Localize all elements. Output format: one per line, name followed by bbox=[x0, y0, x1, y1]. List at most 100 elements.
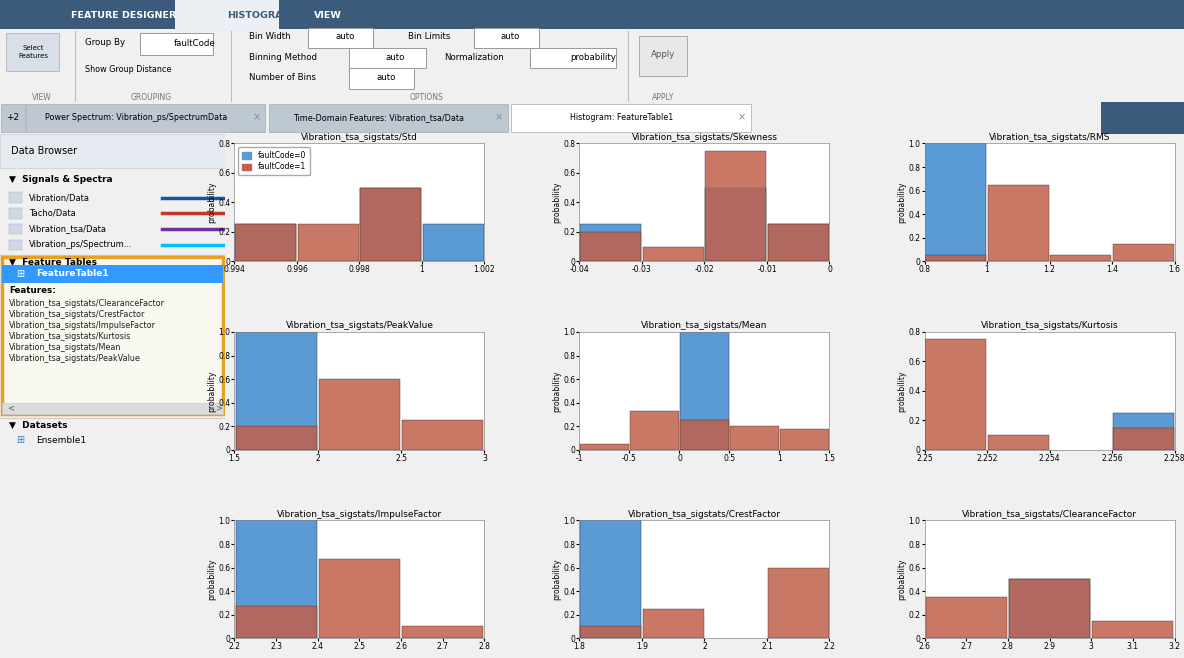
Text: auto: auto bbox=[377, 73, 395, 82]
Bar bbox=[1113, 413, 1173, 450]
Bar bbox=[768, 224, 829, 261]
Bar bbox=[2, 265, 223, 282]
Bar bbox=[403, 420, 483, 450]
Bar bbox=[0, 134, 225, 168]
Bar bbox=[175, 0, 279, 30]
Text: ×: × bbox=[252, 112, 260, 122]
Text: +2: +2 bbox=[6, 113, 20, 122]
Bar bbox=[26, 103, 265, 132]
Text: Select
Features: Select Features bbox=[18, 45, 49, 59]
Bar bbox=[1113, 243, 1173, 261]
Text: Vibration_tsa_sigstats/ClearanceFactor: Vibration_tsa_sigstats/ClearanceFactor bbox=[9, 299, 165, 308]
Title: Vibration_tsa_sigstats/Std: Vibration_tsa_sigstats/Std bbox=[301, 133, 418, 142]
Bar bbox=[1009, 579, 1090, 638]
Text: >: > bbox=[214, 404, 221, 413]
Text: Group By: Group By bbox=[85, 38, 126, 47]
Text: ⊞: ⊞ bbox=[15, 436, 24, 445]
Bar bbox=[236, 332, 316, 450]
Text: Ensemble1: Ensemble1 bbox=[36, 436, 86, 445]
Bar bbox=[511, 103, 751, 132]
Bar bbox=[269, 103, 508, 132]
Title: Vibration_tsa_sigstats/ClearanceFactor: Vibration_tsa_sigstats/ClearanceFactor bbox=[963, 510, 1137, 519]
Text: Power Spectrum: Vibration_ps/SpectrumData: Power Spectrum: Vibration_ps/SpectrumDat… bbox=[45, 113, 227, 122]
Text: Tacho/Data: Tacho/Data bbox=[30, 209, 76, 218]
Bar bbox=[643, 247, 703, 261]
Bar bbox=[6, 33, 59, 72]
Bar bbox=[706, 151, 766, 261]
Bar bbox=[236, 520, 316, 638]
Title: Vibration_tsa_sigstats/Skewness: Vibration_tsa_sigstats/Skewness bbox=[631, 133, 778, 142]
Title: Vibration_tsa_sigstats/Kurtosis: Vibration_tsa_sigstats/Kurtosis bbox=[980, 322, 1119, 330]
Text: ⊞: ⊞ bbox=[15, 268, 24, 278]
Bar bbox=[474, 28, 539, 48]
Bar bbox=[2, 403, 223, 414]
Title: Vibration_tsa_sigstats/ImpulseFactor: Vibration_tsa_sigstats/ImpulseFactor bbox=[277, 510, 442, 519]
Text: Histogram: FeatureTable1: Histogram: FeatureTable1 bbox=[570, 113, 674, 122]
Text: VIEW: VIEW bbox=[314, 11, 342, 20]
Text: FEATURE DESIGNER: FEATURE DESIGNER bbox=[71, 11, 176, 20]
Bar bbox=[140, 33, 213, 55]
Bar bbox=[926, 143, 986, 261]
Text: Bin Width: Bin Width bbox=[249, 32, 290, 41]
Bar bbox=[630, 411, 678, 450]
Bar bbox=[1101, 102, 1184, 134]
Bar bbox=[768, 224, 829, 261]
Text: Apply: Apply bbox=[651, 49, 675, 59]
Bar bbox=[706, 188, 766, 261]
Bar bbox=[768, 568, 829, 638]
Bar bbox=[987, 185, 1049, 261]
Text: VIEW: VIEW bbox=[32, 93, 51, 103]
Bar bbox=[349, 68, 414, 89]
Bar bbox=[926, 597, 1006, 638]
Text: <: < bbox=[7, 404, 14, 413]
Text: Data Browser: Data Browser bbox=[12, 146, 77, 156]
Text: Bin Limits: Bin Limits bbox=[408, 32, 451, 41]
Y-axis label: probability: probability bbox=[897, 370, 906, 412]
Bar bbox=[580, 520, 641, 638]
Y-axis label: probability: probability bbox=[897, 559, 906, 600]
Text: Time-Domain Features: Vibration_tsa/Data: Time-Domain Features: Vibration_tsa/Data bbox=[294, 113, 464, 122]
Bar bbox=[360, 188, 422, 261]
Text: auto: auto bbox=[386, 53, 405, 62]
Text: GROUPING: GROUPING bbox=[131, 93, 172, 103]
Text: Number of Bins: Number of Bins bbox=[249, 73, 316, 82]
Bar bbox=[681, 420, 728, 450]
Bar bbox=[926, 340, 986, 450]
Bar bbox=[580, 626, 641, 638]
Bar bbox=[349, 48, 426, 68]
Title: Vibration_tsa_sigstats/PeakValue: Vibration_tsa_sigstats/PeakValue bbox=[285, 322, 433, 330]
Bar bbox=[236, 224, 296, 261]
Text: ▼  Feature Tables: ▼ Feature Tables bbox=[9, 257, 97, 266]
Bar bbox=[9, 240, 22, 250]
Bar bbox=[308, 28, 373, 48]
Bar bbox=[639, 36, 687, 76]
Y-axis label: probability: probability bbox=[552, 182, 561, 223]
Bar bbox=[236, 426, 316, 450]
Bar bbox=[1, 103, 25, 132]
Text: ×: × bbox=[738, 112, 746, 122]
Y-axis label: probability: probability bbox=[207, 370, 215, 412]
Text: Vibration_tsa_sigstats/Mean: Vibration_tsa_sigstats/Mean bbox=[9, 343, 122, 352]
Text: Vibration_tsa_sigstats/CrestFactor: Vibration_tsa_sigstats/CrestFactor bbox=[9, 310, 146, 319]
Bar bbox=[423, 224, 483, 261]
Bar bbox=[318, 559, 400, 638]
Bar bbox=[1093, 620, 1173, 638]
Bar bbox=[1009, 579, 1090, 638]
Y-axis label: probability: probability bbox=[207, 559, 215, 600]
Y-axis label: probability: probability bbox=[207, 182, 215, 223]
Bar bbox=[580, 232, 641, 261]
Bar bbox=[298, 224, 359, 261]
Text: ▼  Signals & Spectra: ▼ Signals & Spectra bbox=[9, 175, 112, 184]
Text: Vibration_tsa_sigstats/Kurtosis: Vibration_tsa_sigstats/Kurtosis bbox=[9, 332, 131, 341]
Y-axis label: probability: probability bbox=[552, 370, 561, 412]
Text: probability: probability bbox=[571, 53, 617, 62]
Text: OPTIONS: OPTIONS bbox=[410, 93, 443, 103]
Title: Vibration_tsa_sigstats/CrestFactor: Vibration_tsa_sigstats/CrestFactor bbox=[628, 510, 781, 519]
Text: Normalization: Normalization bbox=[444, 53, 503, 62]
Bar bbox=[2, 257, 223, 414]
Title: Vibration_tsa_sigstats/Mean: Vibration_tsa_sigstats/Mean bbox=[642, 322, 767, 330]
Y-axis label: probability: probability bbox=[552, 559, 561, 600]
Text: Vibration/Data: Vibration/Data bbox=[30, 193, 90, 202]
Text: HISTOGRAM: HISTOGRAM bbox=[227, 11, 292, 20]
Bar bbox=[780, 428, 829, 450]
